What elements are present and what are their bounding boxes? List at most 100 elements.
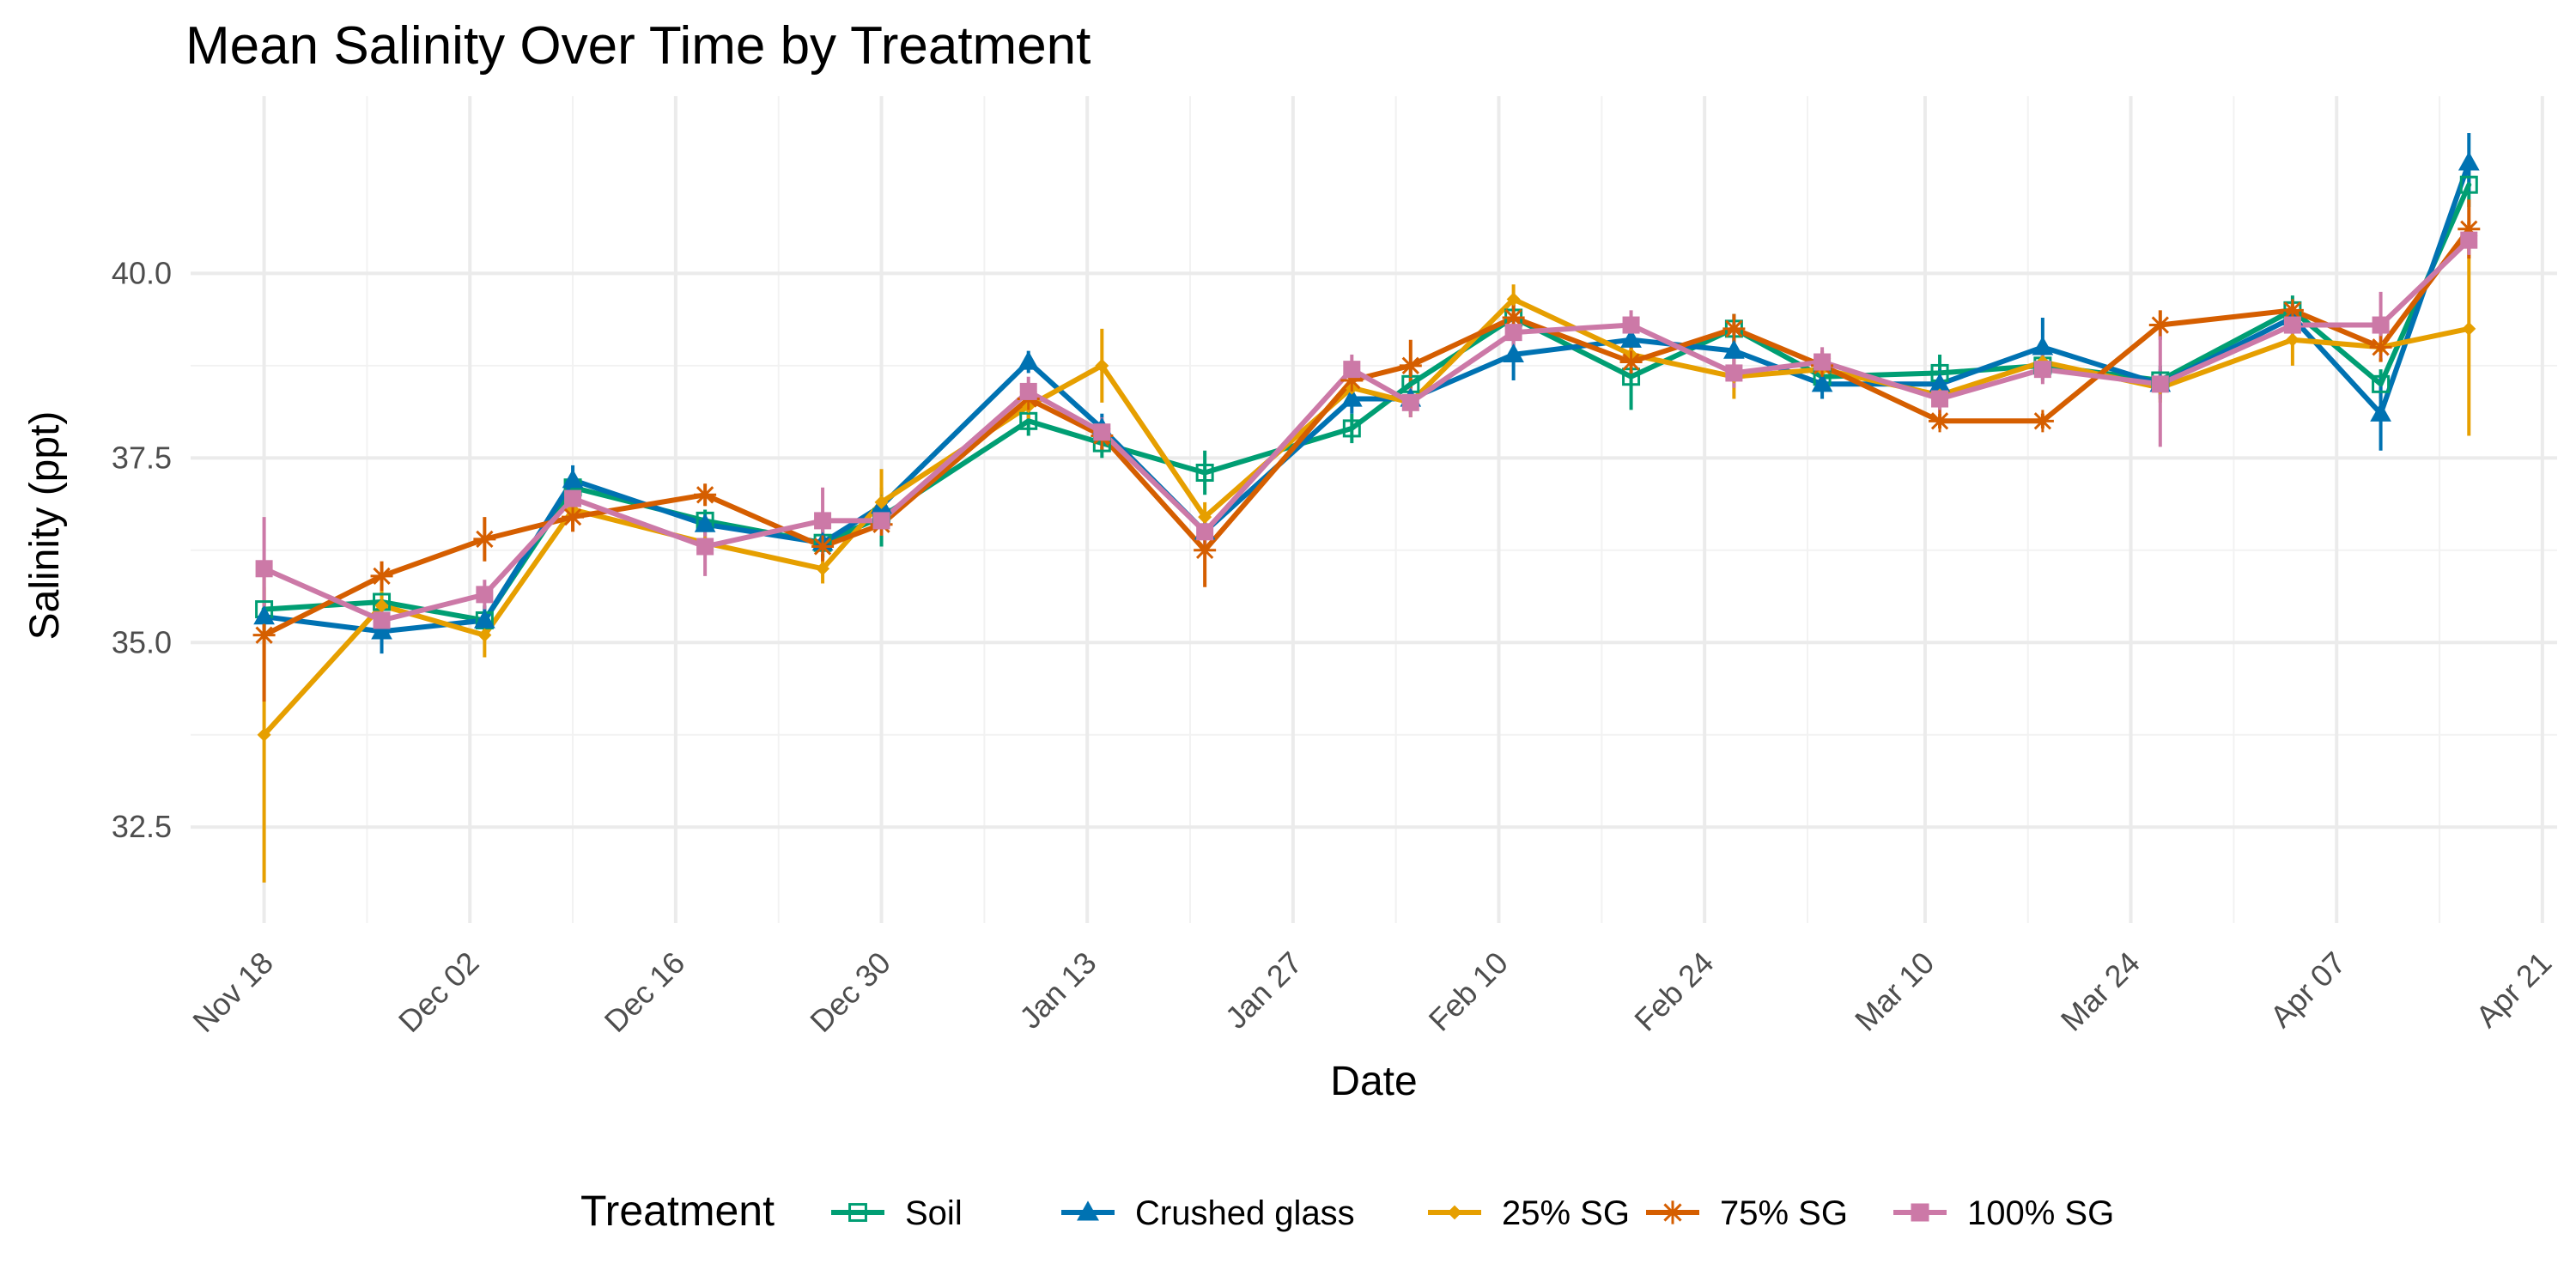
data-point <box>1502 306 1525 329</box>
series-line <box>261 226 2472 638</box>
data-point <box>2148 313 2172 337</box>
data-point <box>374 598 389 613</box>
data-point <box>872 512 890 530</box>
data-point <box>1723 339 1745 359</box>
grid <box>191 96 2557 923</box>
x-tick-label: Apr 21 <box>2469 945 2558 1034</box>
data-point <box>1622 316 1640 334</box>
legend-key <box>831 1203 884 1222</box>
legend-key <box>1061 1200 1115 1221</box>
data-point <box>2462 321 2476 336</box>
data-point <box>1619 350 1643 374</box>
data-point <box>1196 523 1214 541</box>
data-point <box>1722 317 1746 340</box>
x-tick-label: Jan 13 <box>1012 945 1103 1035</box>
series-line <box>261 160 2472 635</box>
data-point <box>816 562 830 576</box>
data-point <box>373 611 391 629</box>
legend-title: Treatment <box>580 1187 775 1235</box>
legend-label: 75% SG <box>1720 1194 1848 1232</box>
data-point <box>253 605 275 625</box>
data-point <box>2458 151 2480 171</box>
data-point <box>1340 369 1364 392</box>
data-point <box>1931 390 1949 408</box>
y-tick-label: 32.5 <box>112 809 172 844</box>
data-point <box>2283 316 2301 334</box>
data-point <box>1093 423 1111 441</box>
data-point <box>1504 324 1522 342</box>
x-tick-label: Feb 24 <box>1627 945 1720 1037</box>
data-point <box>2372 316 2390 334</box>
x-tick-label: Dec 02 <box>392 945 486 1039</box>
series-line <box>261 296 2472 738</box>
data-point <box>1814 353 1832 371</box>
data-point <box>1506 292 1521 307</box>
data-point <box>1343 361 1361 379</box>
x-tick-label: Feb 10 <box>1422 945 1515 1037</box>
data-point <box>477 628 492 642</box>
y-axis-title: Salinity (ppt) <box>22 411 68 641</box>
data-point <box>1661 1200 1685 1224</box>
x-tick-label: Apr 07 <box>2263 945 2353 1034</box>
y-tick-label: 35.0 <box>112 624 172 659</box>
data-point <box>1929 410 1952 433</box>
data-point <box>2031 410 2054 433</box>
series-line <box>261 182 2472 623</box>
legend-label: 25% SG <box>1502 1194 1630 1232</box>
data-point <box>1399 354 1422 377</box>
data-point <box>473 527 496 550</box>
x-tick-label: Jan 27 <box>1218 945 1309 1035</box>
legend-key <box>1428 1205 1481 1220</box>
data-point <box>371 620 392 640</box>
data-point <box>1447 1205 1462 1220</box>
x-axis-ticks: Nov 18 Dec 02 Dec 16 Dec 30 Jan 13 Jan 27 Feb … <box>185 945 2558 1039</box>
legend-key <box>1893 1203 1947 1222</box>
y-tick-label: 40.0 <box>112 255 172 290</box>
data-point <box>2032 336 2054 355</box>
data-point <box>814 512 832 530</box>
data-point <box>1095 358 1109 373</box>
legend: Treatment Soil Crushed glass 25% SG 75% SG 1… <box>580 1187 2114 1235</box>
data-point <box>2460 231 2478 249</box>
legend-label: 100% SG <box>1967 1194 2114 1232</box>
data-point <box>811 535 835 558</box>
x-axis-title: Date <box>1330 1059 1417 1104</box>
data-point <box>1077 1200 1099 1221</box>
legend-label: Crushed glass <box>1135 1194 1355 1232</box>
data-point <box>2369 336 2392 359</box>
data-point <box>562 506 585 529</box>
data-point <box>1019 411 1038 430</box>
data-point <box>696 538 714 556</box>
data-point <box>1019 382 1037 400</box>
data-point <box>370 564 393 587</box>
data-point <box>2372 374 2391 393</box>
data-point <box>562 469 584 489</box>
legend-key <box>1646 1200 1699 1224</box>
data-point <box>1195 464 1214 483</box>
data-point <box>1811 373 1833 392</box>
x-tick-label: Nov 18 <box>185 945 280 1039</box>
data-point <box>874 495 889 509</box>
y-axis-ticks: 32.5 35.0 37.5 40.0 <box>112 255 172 844</box>
data-point <box>1340 387 1363 407</box>
data-point <box>2281 299 2304 322</box>
data-point <box>1503 343 1524 363</box>
data-point <box>2033 361 2051 379</box>
chart-title: Mean Salinity Over Time by Treatment <box>185 16 1091 76</box>
data-point <box>1911 1203 1929 1222</box>
data-point <box>2458 217 2481 240</box>
data-point <box>1194 538 1217 562</box>
data-point <box>564 489 582 507</box>
series-line <box>261 237 2472 623</box>
data-point <box>848 1203 867 1222</box>
x-tick-label: Dec 16 <box>598 945 692 1039</box>
data-point <box>1725 364 1743 382</box>
data-point <box>1198 510 1212 525</box>
data-point <box>255 560 273 578</box>
data-points <box>252 151 2481 742</box>
x-tick-label: Mar 24 <box>2054 945 2147 1037</box>
data-point <box>1929 373 1951 392</box>
legend-label: Soil <box>905 1194 963 1232</box>
y-tick-label: 37.5 <box>112 440 172 475</box>
